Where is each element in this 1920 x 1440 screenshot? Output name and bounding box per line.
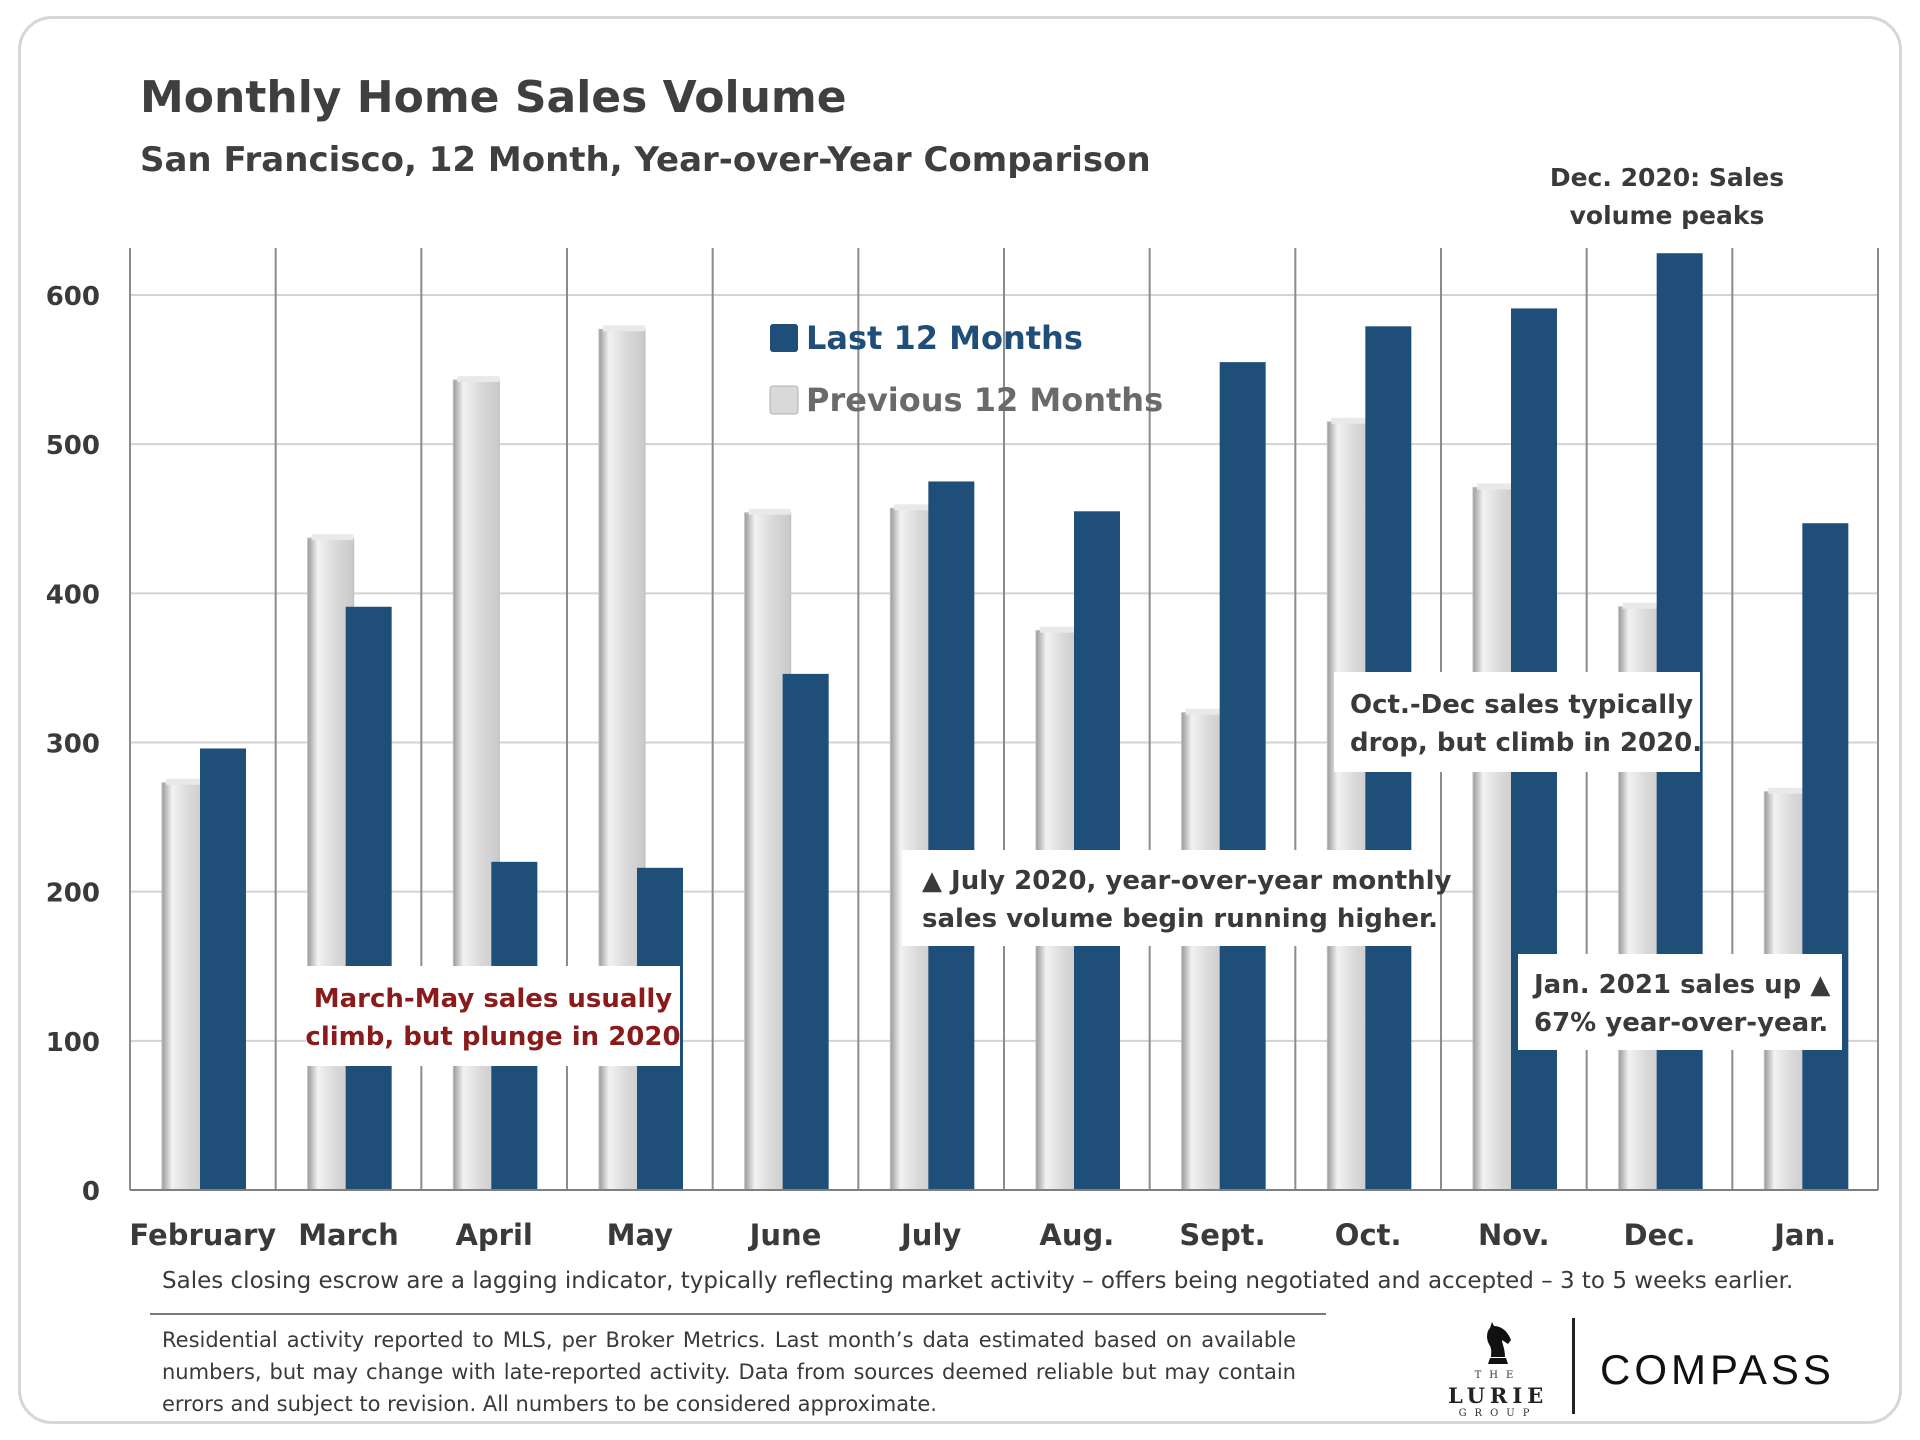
chart-title: Monthly Home Sales Volume (140, 72, 847, 123)
bar-previous-cap-2 (457, 376, 500, 383)
annotation-oct-dec-line1: Oct.-Dec sales typically (1350, 690, 1693, 720)
y-tick-label: 500 (46, 431, 100, 461)
annotation-july-line1: ▲ July 2020, year-over-year monthly (922, 866, 1452, 896)
y-tick-label: 0 (82, 1177, 100, 1207)
legend-swatch-previous (769, 385, 799, 415)
x-tick-label: Dec. (1624, 1218, 1696, 1252)
y-tick-label: 400 (46, 580, 100, 610)
annotation-peak-line2: volume peaks (1570, 201, 1765, 230)
y-tick-label: 100 (46, 1028, 100, 1058)
x-tick-label: Aug. (1039, 1218, 1114, 1252)
bars-layer (161, 253, 1849, 1191)
annotation-oct-dec-line2: drop, but climb in 2020. (1350, 728, 1702, 758)
x-tick-label: May (607, 1218, 674, 1252)
annotation-july-box (902, 850, 1438, 946)
bar-last-5 (928, 481, 975, 1190)
lurie-group-text: GROUP (1458, 1408, 1538, 1419)
bar-last-11 (1802, 523, 1849, 1190)
bar-last-0 (200, 748, 246, 1190)
annotation-march-may-line1: March-May sales usually (314, 984, 673, 1014)
bar-last-7 (1219, 362, 1266, 1190)
footer-divider (150, 1313, 1326, 1315)
lagging-indicator-note: Sales closing escrow are a lagging indic… (162, 1268, 1794, 1294)
bar-previous-cap-7 (1185, 708, 1228, 715)
annotation-peak-line1: Dec. 2020: Sales (1550, 163, 1784, 192)
legend-label-last: Last 12 Months (806, 319, 1083, 357)
bar-last-1 (345, 606, 392, 1190)
bar-previous-cap-10 (1622, 602, 1665, 609)
x-tick-label: March (298, 1218, 399, 1252)
bar-previous-cap-8 (1331, 417, 1374, 424)
x-tick-label: Oct. (1335, 1218, 1402, 1252)
annotation-jan-line2: 67% year-over-year. (1534, 1008, 1828, 1038)
bar-previous-cap-6 (1040, 626, 1082, 633)
bar-previous-cap-0 (166, 778, 208, 785)
x-tick-label: Sept. (1179, 1218, 1265, 1252)
lurie-group-logo: THE LURIE GROUP (1448, 1320, 1548, 1420)
compass-logo: COMPASS (1600, 1346, 1835, 1393)
logo-divider (1572, 1318, 1575, 1414)
annotation-jan-line1: Jan. 2021 sales up ▲ (1532, 970, 1830, 1000)
x-tick-label: Nov. (1478, 1218, 1550, 1252)
bar-previous-cap-4 (748, 508, 791, 515)
annotation-march-may-line2: climb, but plunge in 2020 (305, 1022, 680, 1052)
y-tick-label: 200 (46, 879, 100, 909)
data-disclaimer: Residential activity reported to MLS, pe… (162, 1328, 1296, 1416)
bar-previous-cap-9 (1477, 483, 1519, 490)
annotations: Dec. 2020: Sales volume peaks March-May … (305, 163, 1842, 1066)
legend-swatch-last (770, 324, 798, 352)
bar-previous-cap-3 (603, 325, 645, 332)
annotation-july-line2: sales volume begin running higher. (922, 904, 1438, 934)
legend-label-previous: Previous 12 Months (806, 381, 1163, 419)
axis-layer: 0 100 200 300 400 500 600 February March April May… (46, 282, 1878, 1252)
annotation-march-may-box (306, 966, 680, 1066)
legend: Last 12 Months Previous 12 Months (769, 319, 1163, 419)
x-tick-label: April (455, 1218, 532, 1252)
bar-last-4 (782, 673, 829, 1190)
x-tick-label: February (129, 1218, 276, 1252)
lurie-the-text: THE (1474, 1370, 1522, 1381)
annotation-oct-dec-box (1334, 672, 1700, 772)
bar-previous-cap-5 (894, 504, 937, 511)
lurie-name-text: LURIE (1448, 1383, 1549, 1408)
annotation-jan-box (1518, 954, 1842, 1050)
y-tick-label: 600 (46, 282, 100, 312)
chart-subtitle: San Francisco, 12 Month, Year-over-Year … (140, 140, 1151, 180)
bar-previous-cap-1 (311, 534, 354, 541)
y-tick-label: 300 (46, 730, 100, 760)
x-tick-label: June (748, 1218, 822, 1252)
chess-knight-icon (1487, 1322, 1511, 1364)
x-tick-label: July (899, 1218, 961, 1252)
x-tick-label: Jan. (1772, 1218, 1836, 1252)
bar-previous-cap-11 (1768, 787, 1811, 794)
